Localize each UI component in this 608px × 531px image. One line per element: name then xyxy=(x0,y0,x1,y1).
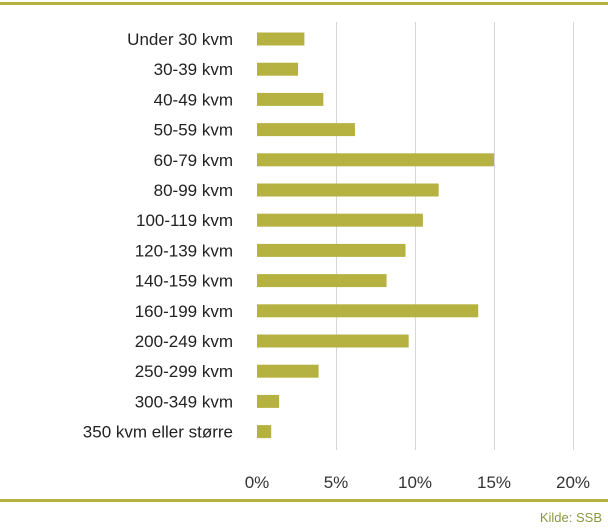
bars xyxy=(257,32,494,439)
top-rule xyxy=(0,2,608,5)
category-label: 100-119 kvm xyxy=(136,211,233,230)
tick-label: 15% xyxy=(477,473,511,492)
bar xyxy=(257,364,319,378)
category-label: 80-99 kvm xyxy=(154,181,233,200)
tick-label: 20% xyxy=(556,473,590,492)
category-label: Under 30 kvm xyxy=(127,30,233,49)
bar xyxy=(257,243,406,257)
category-label: 140-159 kvm xyxy=(135,272,233,291)
bottom-rule xyxy=(0,499,608,502)
category-label: 60-79 kvm xyxy=(154,151,233,170)
bar xyxy=(257,183,439,197)
tick-label: 0% xyxy=(245,473,270,492)
bar xyxy=(257,425,272,439)
bar xyxy=(257,304,479,318)
bar xyxy=(257,123,355,137)
category-label: 300-349 kvm xyxy=(135,392,233,411)
category-label: 120-139 kvm xyxy=(135,241,233,260)
bar xyxy=(257,62,299,76)
category-label: 30-39 kvm xyxy=(154,60,233,79)
gridlines xyxy=(336,22,574,450)
bar xyxy=(257,394,280,408)
tick-labels: 0% 5% 10% 15% 20% xyxy=(245,473,590,492)
source-note: Kilde: SSB xyxy=(539,510,602,525)
category-label: 200-249 kvm xyxy=(135,332,233,351)
bar xyxy=(257,334,409,348)
category-label: 40-49 kvm xyxy=(154,90,233,109)
category-label: 50-59 kvm xyxy=(154,121,233,140)
bar xyxy=(257,32,305,46)
tick-label: 10% xyxy=(398,473,432,492)
bar xyxy=(257,92,324,106)
bar-chart: Under 30 kvm 30-39 kvm 40-49 kvm 50-59 kvm 6… xyxy=(83,22,590,492)
tick-label: 5% xyxy=(324,473,349,492)
bar xyxy=(257,153,494,167)
category-label: 350 kvm eller større xyxy=(83,423,233,442)
category-label: 250-299 kvm xyxy=(135,362,233,381)
bar xyxy=(257,213,423,227)
category-label: 160-199 kvm xyxy=(135,302,233,321)
category-labels: Under 30 kvm 30-39 kvm 40-49 kvm 50-59 kvm 6… xyxy=(83,30,233,442)
bar xyxy=(257,274,387,288)
